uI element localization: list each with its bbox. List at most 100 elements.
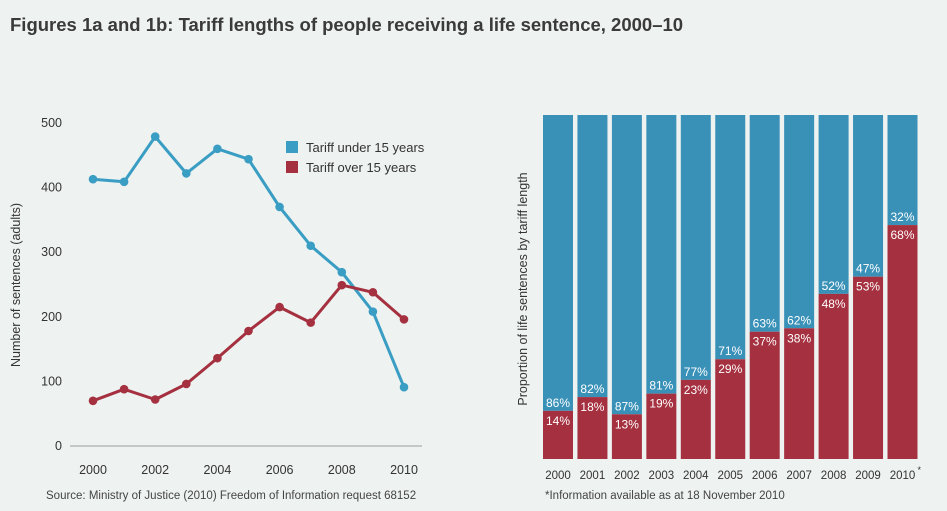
bar-label-over-15: 48% <box>822 297 846 311</box>
bar-over-15 <box>680 379 711 459</box>
bar-label-over-15: 38% <box>787 331 811 345</box>
line-series-over-15 <box>92 283 405 403</box>
line-data-point <box>275 302 284 312</box>
page-title: Figures 1a and 1b: Tariff lengths of peo… <box>10 14 684 35</box>
bar-x-tick-label: 2008 <box>821 470 847 482</box>
line-data-point <box>150 395 160 404</box>
line-data-point <box>150 132 160 141</box>
legend-swatch <box>286 141 298 153</box>
legend-label: Tariff under 15 years <box>306 140 425 155</box>
bar-y-axis-label: Proportion of life sentences by tariff l… <box>516 172 530 405</box>
line-data-point <box>306 241 316 251</box>
bar-label-over-15: 68% <box>890 228 914 242</box>
line-data-point <box>88 396 98 406</box>
bar-x-tick-label: 2006 <box>752 470 778 482</box>
line-x-tick-label: 2002 <box>141 463 169 477</box>
bar-x-tick-label: 2010 <box>890 470 916 482</box>
bar-label-under-15: 32% <box>890 210 914 224</box>
bar-label-under-15: 81% <box>649 379 673 393</box>
bar-footnote: *Information available as at 18 November… <box>545 490 785 502</box>
bar-x-tick-label: 2009 <box>855 470 881 482</box>
bar-under-15 <box>853 115 884 277</box>
line-y-tick-label: 300 <box>41 245 62 259</box>
bar-label-over-15: 19% <box>649 397 673 411</box>
bar-label-under-15: 71% <box>718 344 742 358</box>
bar-x-tick-label: 2002 <box>614 470 640 482</box>
line-data-point <box>182 169 191 178</box>
line-y-tick-label: 200 <box>41 310 62 324</box>
line-x-tick-label: 2000 <box>79 463 107 477</box>
line-y-axis-label: Number of sentences (adults) <box>9 203 23 367</box>
bar-over-15 <box>887 225 918 459</box>
line-data-point <box>337 280 347 290</box>
line-x-tick-label: 2006 <box>266 463 294 477</box>
bar-over-15 <box>749 331 780 459</box>
bar-label-under-15: 87% <box>615 399 639 413</box>
line-data-point <box>182 379 191 389</box>
bar-x-tick-label: 2001 <box>580 470 606 482</box>
bar-x-tick-label: 2003 <box>649 470 675 482</box>
line-y-tick-label: 100 <box>41 374 62 388</box>
line-data-point <box>213 353 222 363</box>
bar-over-15 <box>611 414 642 459</box>
bar-x-tick-label: 2004 <box>683 470 709 482</box>
line-y-tick-label: 0 <box>55 439 62 453</box>
bar-over-15 <box>818 293 849 459</box>
bar-label-over-15: 14% <box>546 414 570 428</box>
bar-under-15 <box>749 115 780 332</box>
bar-under-15 <box>887 115 918 226</box>
bar-label-under-15: 63% <box>753 317 777 331</box>
legend-swatch <box>286 161 298 173</box>
line-source-note: Source: Ministry of Justice (2010) Freed… <box>46 490 416 502</box>
bar-over-15 <box>646 393 677 459</box>
bar-label-over-15: 18% <box>580 400 604 414</box>
bar-label-over-15: 37% <box>753 335 777 349</box>
bar-label-over-15: 29% <box>718 362 742 376</box>
line-data-point <box>399 382 409 392</box>
bar-under-15 <box>577 115 608 398</box>
bar-over-15 <box>784 328 815 459</box>
bar-over-15 <box>853 276 884 459</box>
bar-x-tick-label: 2000 <box>545 470 571 482</box>
bar-over-15 <box>543 410 573 459</box>
line-x-tick-label: 2010 <box>390 463 418 477</box>
line-data-point <box>337 267 347 277</box>
line-data-point <box>306 318 316 327</box>
line-data-point <box>399 315 409 324</box>
bar-x-tick-label: 2005 <box>717 470 743 482</box>
bar-label-under-15: 77% <box>684 365 708 379</box>
line-data-point <box>368 287 378 297</box>
bar-over-15 <box>715 359 746 459</box>
footnote-marker: * <box>918 465 922 475</box>
line-data-point <box>368 307 378 316</box>
bar-label-under-15: 62% <box>787 313 811 327</box>
bar-under-15 <box>784 115 815 329</box>
bar-under-15 <box>646 115 677 394</box>
line-data-point <box>119 384 129 394</box>
line-data-point <box>88 174 98 184</box>
bar-label-under-15: 52% <box>822 279 846 293</box>
bar-over-15 <box>577 397 608 459</box>
bar-label-under-15: 47% <box>856 262 880 276</box>
bar-under-15 <box>818 115 849 294</box>
legend-label: Tariff over 15 years <box>306 160 417 175</box>
bar-under-15 <box>543 115 573 411</box>
line-data-point <box>244 326 253 336</box>
bar-label-over-15: 23% <box>684 383 708 397</box>
line-y-tick-label: 500 <box>41 116 62 130</box>
line-x-tick-label: 2004 <box>203 463 231 477</box>
line-data-point <box>244 154 253 164</box>
bar-label-under-15: 82% <box>580 382 604 396</box>
bar-label-over-15: 13% <box>615 417 639 431</box>
bar-under-15 <box>680 115 711 380</box>
line-y-tick-label: 400 <box>41 181 62 195</box>
bar-under-15 <box>715 115 746 360</box>
line-data-point <box>213 144 222 154</box>
bar-x-tick-label: 2007 <box>786 470 812 482</box>
bar-label-under-15: 86% <box>546 396 570 410</box>
line-data-point <box>119 177 129 187</box>
bar-under-15 <box>611 115 642 415</box>
line-x-tick-label: 2008 <box>328 463 356 477</box>
bar-label-over-15: 53% <box>856 280 880 294</box>
